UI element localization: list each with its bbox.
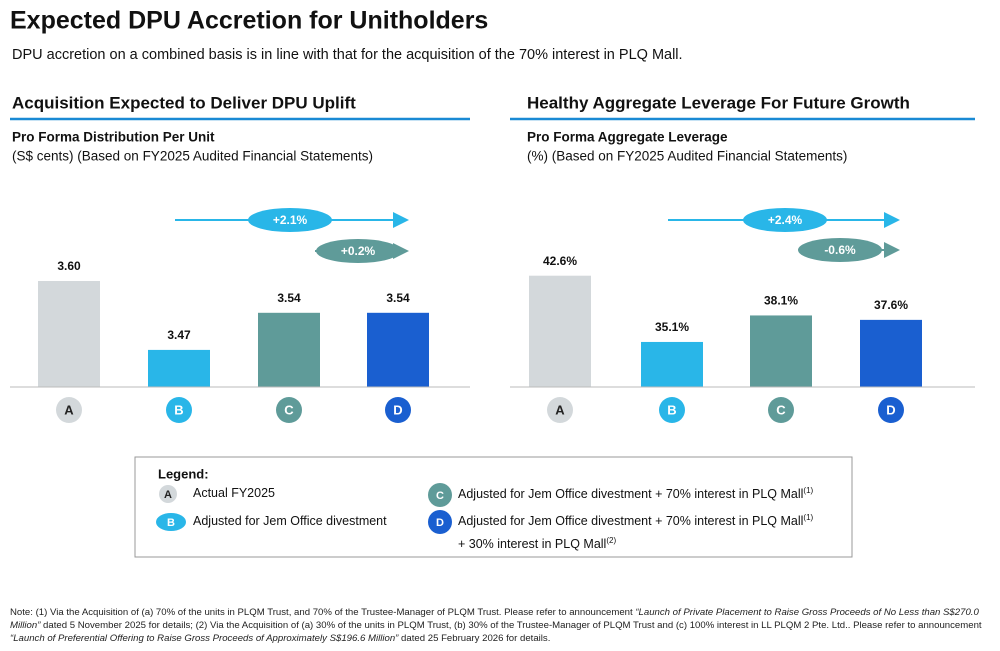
legend-sup: (2) (606, 536, 616, 545)
value-label: 38.1% (764, 294, 798, 308)
legend-key: B (167, 517, 175, 529)
legend-title: Legend: (158, 466, 209, 481)
value-label: 37.6% (874, 298, 908, 312)
category-badge (276, 397, 302, 423)
legend-badge (159, 485, 177, 503)
legend-label-text: Adjusted for Jem Office divestment + 70%… (458, 487, 803, 501)
note: Note: (1) Via the Acquisition of (a) 70%… (10, 606, 985, 645)
category-badge (166, 397, 192, 423)
x-tick-label: C (776, 402, 786, 417)
page-title: Expected DPU Accretion for Unitholders (10, 7, 488, 35)
legend-label: Adjusted for Jem Office divestment (193, 514, 387, 528)
annotation: +2.4% (768, 213, 803, 227)
annotation-bubble (798, 238, 882, 262)
chart-title: Pro Forma Aggregate Leverage (527, 130, 728, 145)
note-text: Note: (1) Via the Acquisition of (a) 70%… (10, 607, 636, 618)
legend-key: C (436, 490, 444, 502)
value-label: 3.54 (386, 291, 410, 305)
bar (38, 281, 100, 387)
annotation: -0.6% (824, 243, 856, 257)
category-badge (659, 397, 685, 423)
bar (860, 319, 922, 387)
x-tick-label: A (64, 402, 74, 417)
legend-label-line2: + 30% interest in PLQ Mall(2) (458, 536, 616, 551)
section-heading: Acquisition Expected to Deliver DPU Upli… (12, 93, 356, 112)
chart-subtitle: (S$ cents) (Based on FY2025 Audited Fina… (12, 149, 373, 164)
bar (750, 315, 812, 387)
value-label: 42.6% (543, 254, 577, 268)
x-tick-label: D (393, 402, 402, 417)
legend-box (134, 456, 853, 558)
annotation: +0.2% (341, 244, 376, 258)
legend-label: Actual FY2025 (193, 486, 275, 500)
legend-label-text: Adjusted for Jem Office divestment (193, 514, 387, 528)
x-tick-label: B (667, 402, 676, 417)
legend-label-text: Adjusted for Jem Office divestment + 70%… (458, 514, 803, 528)
legend-sup: (1) (803, 513, 813, 522)
annotation-bubble (316, 239, 400, 263)
note-text: dated 5 November 2025 for details; (2) V… (40, 620, 982, 631)
x-tick-label: A (555, 402, 565, 417)
x-tick-label: C (284, 402, 294, 417)
legend-label-text: Actual FY2025 (193, 486, 275, 500)
bar (258, 312, 320, 387)
note-text: dated 25 February 2026 for details. (398, 633, 551, 644)
legend-label-text: + 30% interest in PLQ Mall (458, 537, 606, 551)
bar (367, 312, 429, 387)
annotation-bubble (743, 208, 827, 232)
legend-sup: (1) (803, 486, 813, 495)
bar (529, 275, 591, 387)
annotation-bubble (248, 208, 332, 232)
legend-badge (428, 510, 452, 534)
annotation: +2.1% (273, 213, 308, 227)
bar (641, 341, 703, 387)
chart-title: Pro Forma Distribution Per Unit (12, 130, 215, 145)
category-badge (56, 397, 82, 423)
legend-badge (156, 513, 186, 531)
legend-badge (428, 483, 452, 507)
note-text: “Launch of Private Placement to Raise Gr… (10, 607, 979, 631)
value-label: 35.1% (655, 320, 689, 334)
category-badge (878, 397, 904, 423)
chart-subtitle: (%) (Based on FY2025 Audited Financial S… (527, 149, 847, 164)
legend-label: Adjusted for Jem Office divestment + 70%… (458, 486, 814, 501)
legend-key: D (436, 517, 444, 529)
value-label: 3.60 (57, 259, 81, 273)
value-label: 3.54 (277, 291, 301, 305)
note-text: “Launch of Preferential Offering to Rais… (10, 633, 399, 644)
section-heading: Healthy Aggregate Leverage For Future Gr… (527, 93, 910, 112)
category-badge (768, 397, 794, 423)
category-badge (547, 397, 573, 423)
legend-label: Adjusted for Jem Office divestment + 70%… (458, 513, 814, 528)
value-label: 3.47 (167, 328, 191, 342)
bar (148, 349, 210, 387)
x-tick-label: B (174, 402, 183, 417)
legend-key: A (164, 489, 172, 501)
x-tick-label: D (886, 402, 895, 417)
page-subtitle: DPU accretion on a combined basis is in … (12, 47, 683, 63)
category-badge (385, 397, 411, 423)
